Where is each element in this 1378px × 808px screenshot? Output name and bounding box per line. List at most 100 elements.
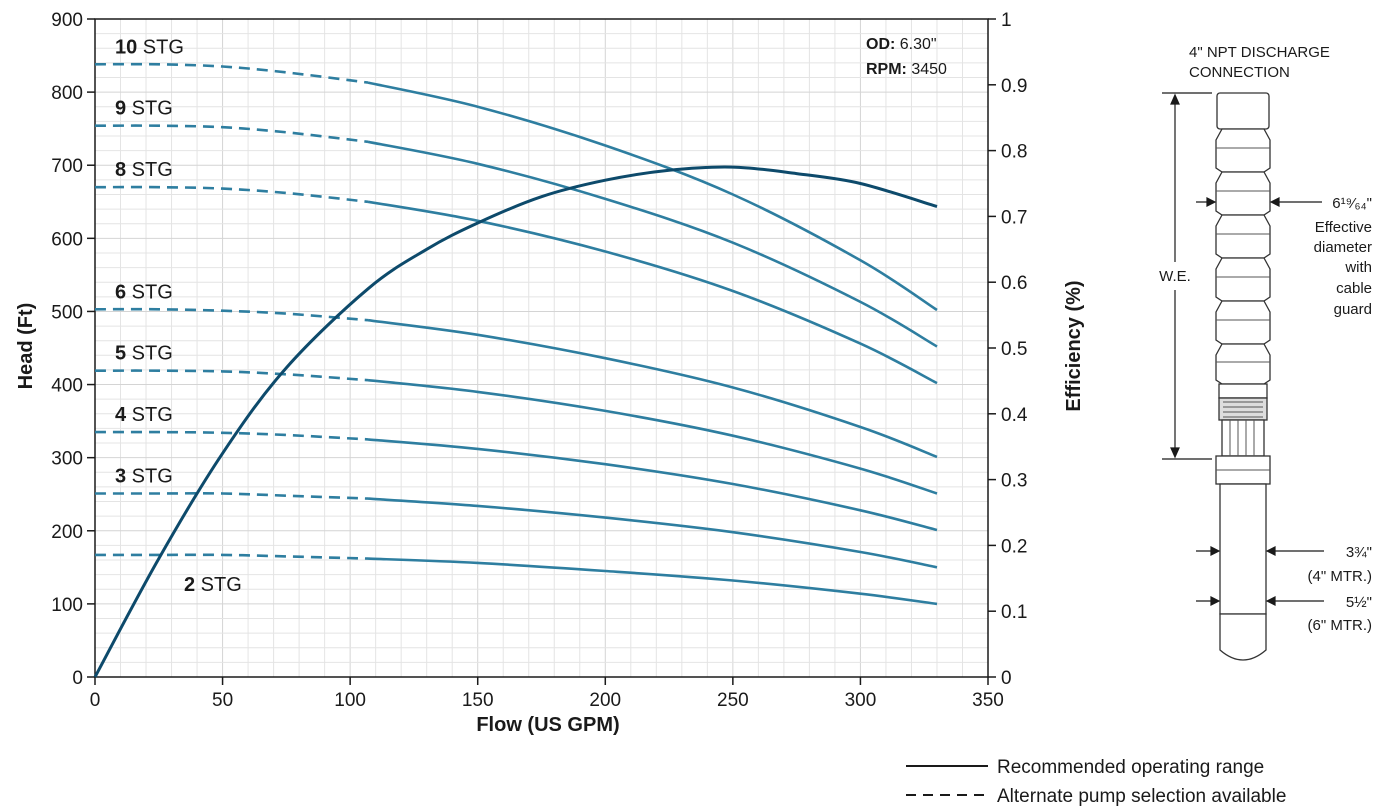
diameter-desc-1: Effective: [1315, 219, 1372, 236]
stage-label-8: 8 STG: [115, 159, 173, 181]
head-curve-9-stg: [367, 140, 938, 348]
x-tick-label: 300: [845, 690, 877, 711]
y-tick-label: 600: [51, 229, 83, 250]
efficiency-curve: [93, 165, 938, 678]
y-tick-label: 400: [51, 376, 83, 397]
legend-dashed-label: Alternate pump selection available: [997, 786, 1286, 807]
motor6-value: 5½": [1346, 594, 1372, 611]
stage-suffix: STG: [126, 343, 173, 365]
diameter-desc-5: guard: [1334, 301, 1372, 318]
y2-axis-title: Efficiency (%): [1063, 280, 1085, 411]
head-curve-3-stg: [367, 497, 938, 569]
stage-suffix: STG: [126, 281, 173, 303]
stage-label-5: 5 STG: [115, 343, 173, 365]
head-curve-8-stg: [367, 200, 938, 385]
y2-tick-label: 0.8: [1001, 142, 1027, 163]
stage-count: 5: [115, 343, 126, 365]
stage-suffix: STG: [137, 36, 184, 58]
x-tick-label: 50: [212, 690, 233, 711]
y2-tick-label: 0.9: [1001, 76, 1027, 97]
spec-od: OD: 6.30": [866, 36, 937, 53]
x-tick-label: 100: [334, 690, 366, 711]
x-tick-label: 350: [972, 690, 1004, 711]
y-tick-label: 0: [72, 668, 83, 689]
stage-count: 2: [184, 574, 195, 596]
head-curve-2-stg-alternate: [95, 553, 369, 560]
y-tick-label: 300: [51, 449, 83, 470]
efficiency-line: [93, 165, 938, 678]
stage-count: 9: [115, 98, 126, 120]
diameter-desc-3: with: [1344, 259, 1372, 276]
x-tick-label: 150: [462, 690, 494, 711]
y-tick-label: 200: [51, 522, 83, 543]
stage-label-9: 9 STG: [115, 98, 173, 120]
head-curve-10-stg-alternate: [94, 62, 369, 84]
y-axis-title: Head (Ft): [15, 303, 37, 390]
spec-rpm-value: 3450: [911, 61, 947, 78]
pump-illustration: 4" NPT DISCHARGE CONNECTION: [1159, 44, 1372, 661]
motor4-label: (4" MTR.): [1308, 568, 1372, 585]
x-axis-ticks: 0 50 100 150 200 250 300 350: [90, 677, 1004, 711]
head-curve-9-stg-alternate: [94, 124, 369, 144]
discharge-label-line2: CONNECTION: [1189, 64, 1290, 81]
stage-suffix: STG: [126, 98, 173, 120]
stage-label-4: 4 STG: [115, 404, 173, 426]
y2-tick-label: 0: [1001, 668, 1012, 689]
y2-tick-label: 0.7: [1001, 207, 1027, 228]
spec-rpm-label: RPM:: [866, 61, 907, 78]
stage-count: 3: [115, 465, 126, 487]
stage-suffix: STG: [126, 159, 173, 181]
spec-od-label: OD:: [866, 36, 895, 53]
legend: Recommended operating range Alternate pu…: [906, 757, 1286, 807]
y2-tick-label: 0.5: [1001, 339, 1027, 360]
stage-suffix: STG: [195, 574, 242, 596]
y2-tick-label: 0.2: [1001, 536, 1027, 557]
y-axis-ticks: 0 100 200 300 400 500 600 700 800 900: [51, 10, 95, 689]
y2-tick-label: 0.3: [1001, 471, 1027, 492]
x-tick-label: 250: [717, 690, 749, 711]
head-curve-6-stg-alternate: [94, 307, 369, 322]
head-curve-4-stg: [367, 438, 938, 532]
x-tick-label: 200: [589, 690, 621, 711]
head-curve-5-stg: [367, 378, 938, 495]
y-tick-label: 900: [51, 10, 83, 31]
head-curve-8-stg-alternate: [94, 185, 369, 204]
head-curve-4-stg-alternate: [94, 430, 369, 441]
stage-label-3: 3 STG: [115, 465, 173, 487]
spec-od-value: 6.30": [900, 36, 937, 53]
x-tick-label: 0: [90, 690, 101, 711]
y2-tick-label: 0.4: [1001, 405, 1028, 426]
head-curve-3-stg-alternate: [95, 492, 369, 500]
diameter-desc-2: diameter: [1314, 239, 1372, 256]
stage-count: 4: [115, 404, 127, 426]
legend-solid-label: Recommended operating range: [997, 757, 1264, 778]
head-curves: [94, 62, 938, 606]
y2-tick-label: 0.1: [1001, 602, 1027, 623]
motor4-value: 3¾": [1346, 544, 1372, 561]
x-axis-title: Flow (US GPM): [476, 714, 619, 736]
stage-count: 8: [115, 159, 126, 181]
motor6-label: (6" MTR.): [1308, 617, 1372, 634]
we-label: W.E.: [1159, 268, 1191, 285]
head-curve-6-stg: [367, 318, 938, 459]
stage-label-2: 2 STG: [184, 574, 242, 596]
stage-label-10: 10 STG: [115, 36, 184, 58]
head-curve-5-stg-alternate: [94, 369, 369, 382]
stage-count: 10: [115, 36, 137, 58]
stage-label-6: 6 STG: [115, 281, 173, 303]
y-tick-label: 800: [51, 83, 83, 104]
spec-rpm: RPM: 3450: [866, 61, 947, 78]
head-curve-10-stg: [367, 81, 938, 312]
head-curve-2-stg: [367, 557, 938, 606]
stage-count: 6: [115, 281, 126, 303]
y-tick-label: 700: [51, 156, 83, 177]
y-tick-label: 100: [51, 595, 83, 616]
y2-tick-label: 0.6: [1001, 273, 1027, 294]
y-tick-label: 500: [51, 302, 83, 323]
stage-suffix: STG: [126, 465, 173, 487]
stage-suffix: STG: [126, 404, 173, 426]
diameter-desc-4: cable: [1336, 280, 1372, 297]
y2-tick-label: 1: [1001, 10, 1012, 31]
